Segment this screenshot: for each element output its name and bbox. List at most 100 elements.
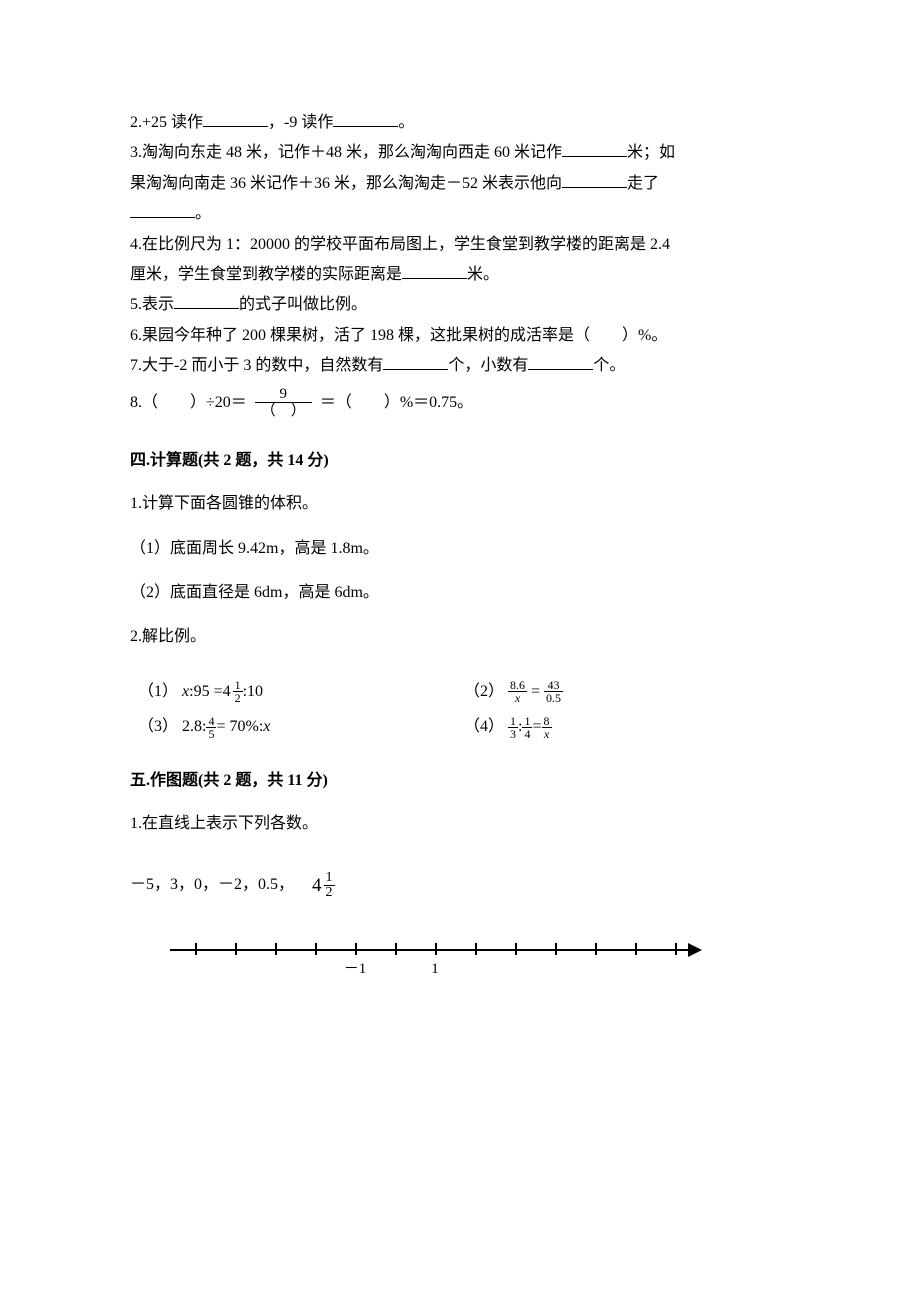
denominator: 0.5 xyxy=(544,692,563,704)
var-x: x xyxy=(263,714,270,740)
document-body: 2.+25 读作，-9 读作。 3.淘淘向东走 48 米，记作＋48 米，那么淘… xyxy=(130,110,790,979)
blank xyxy=(333,111,398,127)
fraction: 1 2 xyxy=(233,679,243,704)
question-4-line2: 厘米，学生食堂到教学楼的实际距离是 米。 xyxy=(130,262,790,288)
fraction: 4 5 xyxy=(206,715,216,740)
numerator: 1 xyxy=(324,871,335,886)
q2-text-c: 。 xyxy=(398,114,414,131)
tick-icon xyxy=(635,943,637,955)
denominator: 2 xyxy=(324,886,335,900)
tick-icon xyxy=(595,943,597,955)
s4-q2: 2.解比例。 xyxy=(130,624,790,650)
q3-l1a: 3.淘淘向东走 48 米，记作＋48 米，那么淘淘向西走 60 米记作 xyxy=(130,144,562,161)
q5-b: 的式子叫做比例。 xyxy=(239,296,367,313)
denominator: 4 xyxy=(522,728,532,740)
equation-4: （4） 1 3 : 1 4 = 8 x xyxy=(464,714,790,740)
eq3-lhs: 2.8: xyxy=(182,714,206,740)
eq3-mid: = 70%: xyxy=(216,714,263,740)
q8-suffix: ＝（ ）%＝0.75。 xyxy=(320,390,473,416)
blank xyxy=(528,354,593,370)
tick-icon xyxy=(435,943,437,955)
q4-l1: 4.在比例尺为 1：20000 的学校平面布局图上，学生食堂到教学楼的距离是 2… xyxy=(130,236,670,253)
question-4-line1: 4.在比例尺为 1：20000 的学校平面布局图上，学生食堂到教学楼的距离是 2… xyxy=(130,232,790,258)
eq1-lhs: :95 = xyxy=(189,679,222,705)
line-icon xyxy=(170,949,690,951)
s4-q1-1: （1）底面周长 9.42m，高是 1.8m。 xyxy=(130,536,790,562)
arrow-icon xyxy=(688,943,702,957)
question-7: 7.大于-2 而小于 3 的数中，自然数有个，小数有个。 xyxy=(130,353,790,379)
blank xyxy=(174,293,239,309)
label-neg1: －1 xyxy=(344,957,367,981)
fraction: 1 3 xyxy=(508,715,518,740)
eq1-label: （1） xyxy=(138,679,178,705)
q7-c: 个。 xyxy=(593,357,625,374)
whole: 4 xyxy=(312,870,322,901)
q2-text-a: 2.+25 读作 xyxy=(130,114,203,131)
numerator: 4 xyxy=(206,715,216,728)
tick-icon xyxy=(235,943,237,955)
numerator: 8 xyxy=(542,715,552,728)
s4-q1-2: （2）底面直径是 6dm，高是 6dm。 xyxy=(130,580,790,606)
q3-l2b: 走了 xyxy=(627,175,659,192)
equals: = xyxy=(532,714,541,740)
q3-l2a: 果淘淘向南走 36 米记作＋36 米，那么淘淘走－52 米表示他向 xyxy=(130,175,562,192)
eq3-label: （3） xyxy=(138,714,178,740)
nums-a: －5，3，0，－2，0.5， xyxy=(130,872,294,898)
eq1-rhs: :10 xyxy=(243,679,263,705)
tick-icon xyxy=(355,943,357,955)
numerator: 1 xyxy=(508,715,518,728)
q3-l3a: 。 xyxy=(195,205,211,222)
tick-icon xyxy=(515,943,517,955)
tick-icon xyxy=(315,943,317,955)
question-3-line3: 。 xyxy=(130,201,790,227)
var-x: x xyxy=(182,679,189,705)
numerator: 9 xyxy=(255,386,312,404)
fraction: 1 2 xyxy=(324,871,335,900)
mixed-fraction: 4 1 2 xyxy=(223,679,243,705)
denominator: 5 xyxy=(206,728,216,740)
eq2-label: （2） xyxy=(464,679,504,705)
equation-2: （2） 8.6 x = 43 0.5 xyxy=(464,679,790,705)
numerator: 1 xyxy=(522,715,532,728)
q8-prefix: 8.（ ）÷20＝ xyxy=(130,390,247,416)
q4-l2b: 米。 xyxy=(467,266,499,283)
tick-icon xyxy=(395,943,397,955)
blank xyxy=(383,354,448,370)
question-3-line1: 3.淘淘向东走 48 米，记作＋48 米，那么淘淘向西走 60 米记作米；如 xyxy=(130,140,790,166)
q7-a: 7.大于-2 而小于 3 的数中，自然数有 xyxy=(130,357,383,374)
numberline-container: －1 1 xyxy=(130,939,790,979)
blank xyxy=(402,263,467,279)
q5-a: 5.表示 xyxy=(130,296,174,313)
tick-icon xyxy=(275,943,277,955)
fraction: 43 0.5 xyxy=(544,679,563,704)
tick-icon xyxy=(475,943,477,955)
question-3-line2: 果淘淘向南走 36 米记作＋36 米，那么淘淘走－52 米表示他向 走了 xyxy=(130,171,790,197)
s5-q1: 1.在直线上表示下列各数。 xyxy=(130,811,790,837)
equation-3: （3） 2.8: 4 5 = 70%:x xyxy=(138,714,464,740)
blank xyxy=(562,141,627,157)
blank xyxy=(203,111,268,127)
number-line: －1 1 xyxy=(170,939,710,979)
section-4-header: 四.计算题(共 2 题，共 14 分) xyxy=(130,448,790,474)
section-5-header: 五.作图题(共 2 题，共 11 分) xyxy=(130,768,790,794)
blank xyxy=(130,202,195,218)
question-5: 5.表示 的式子叫做比例。 xyxy=(130,292,790,318)
fraction: 1 4 xyxy=(522,715,532,740)
denominator: （ ） xyxy=(255,403,312,420)
q6-text: 6.果园今年种了 200 棵果树，活了 198 棵，这批果树的成活率是（ ）%。 xyxy=(130,327,667,344)
label-pos1: 1 xyxy=(431,957,439,981)
denominator: x xyxy=(542,728,552,740)
q2-text-b: ，-9 读作 xyxy=(268,114,333,131)
question-6: 6.果园今年种了 200 棵果树，活了 198 棵，这批果树的成活率是（ ）%。 xyxy=(130,323,790,349)
tick-icon xyxy=(555,943,557,955)
denominator: 3 xyxy=(508,728,518,740)
number-list: －5，3，0，－2，0.5， 4 1 2 xyxy=(130,870,790,901)
equation-row-1: （1） x:95 = 4 1 2 :10 （2） 8.6 x xyxy=(130,679,790,705)
fraction: 9 （ ） xyxy=(255,386,312,420)
eq4-label: （4） xyxy=(464,714,504,740)
tick-icon xyxy=(195,943,197,955)
q4-l2a: 厘米，学生食堂到教学楼的实际距离是 xyxy=(130,266,402,283)
s4-q1: 1.计算下面各圆锥的体积。 xyxy=(130,491,790,517)
equation-1: （1） x:95 = 4 1 2 :10 xyxy=(138,679,464,705)
mixed-fraction: 4 1 2 xyxy=(312,870,335,901)
